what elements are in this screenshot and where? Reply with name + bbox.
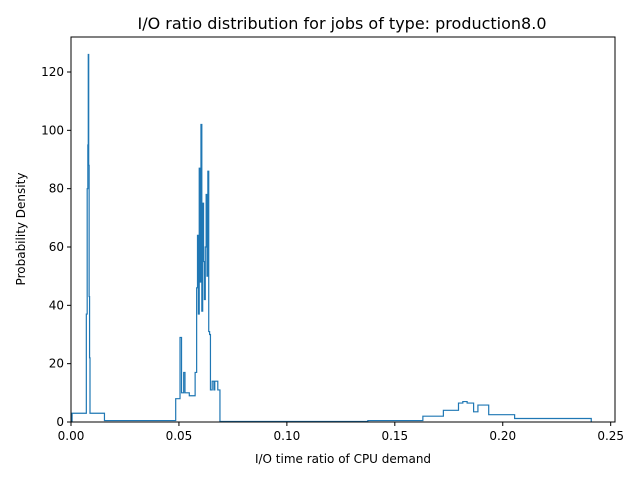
histogram-step-line xyxy=(71,53,592,423)
data-layer xyxy=(71,53,592,423)
x-axis-label: I/O time ratio of CPU demand xyxy=(255,452,431,466)
y-tick-label: 100 xyxy=(41,123,64,137)
x-tick-label: 0.00 xyxy=(58,429,85,443)
y-tick-label: 120 xyxy=(41,65,64,79)
y-tick-label: 0 xyxy=(56,415,64,429)
x-tick-label: 0.20 xyxy=(489,429,516,443)
x-tick-label: 0.10 xyxy=(274,429,301,443)
y-tick-label: 80 xyxy=(49,182,64,196)
x-tick-label: 0.15 xyxy=(381,429,408,443)
y-axis-label: Probability Density xyxy=(14,173,28,286)
x-tick-label: 0.25 xyxy=(597,429,624,443)
y-tick-label: 40 xyxy=(49,298,64,312)
y-tick-label: 60 xyxy=(49,240,64,254)
y-tick-label: 20 xyxy=(49,357,64,371)
x-tick-label: 0.05 xyxy=(166,429,193,443)
chart-title: I/O ratio distribution for jobs of type:… xyxy=(137,14,546,33)
x-axis-ticks: 0.00 0.05 0.10 0.15 0.20 0.25 xyxy=(58,422,624,443)
plot-frame xyxy=(70,36,616,423)
y-axis-ticks: 0 20 40 60 80 100 120 xyxy=(41,65,71,429)
